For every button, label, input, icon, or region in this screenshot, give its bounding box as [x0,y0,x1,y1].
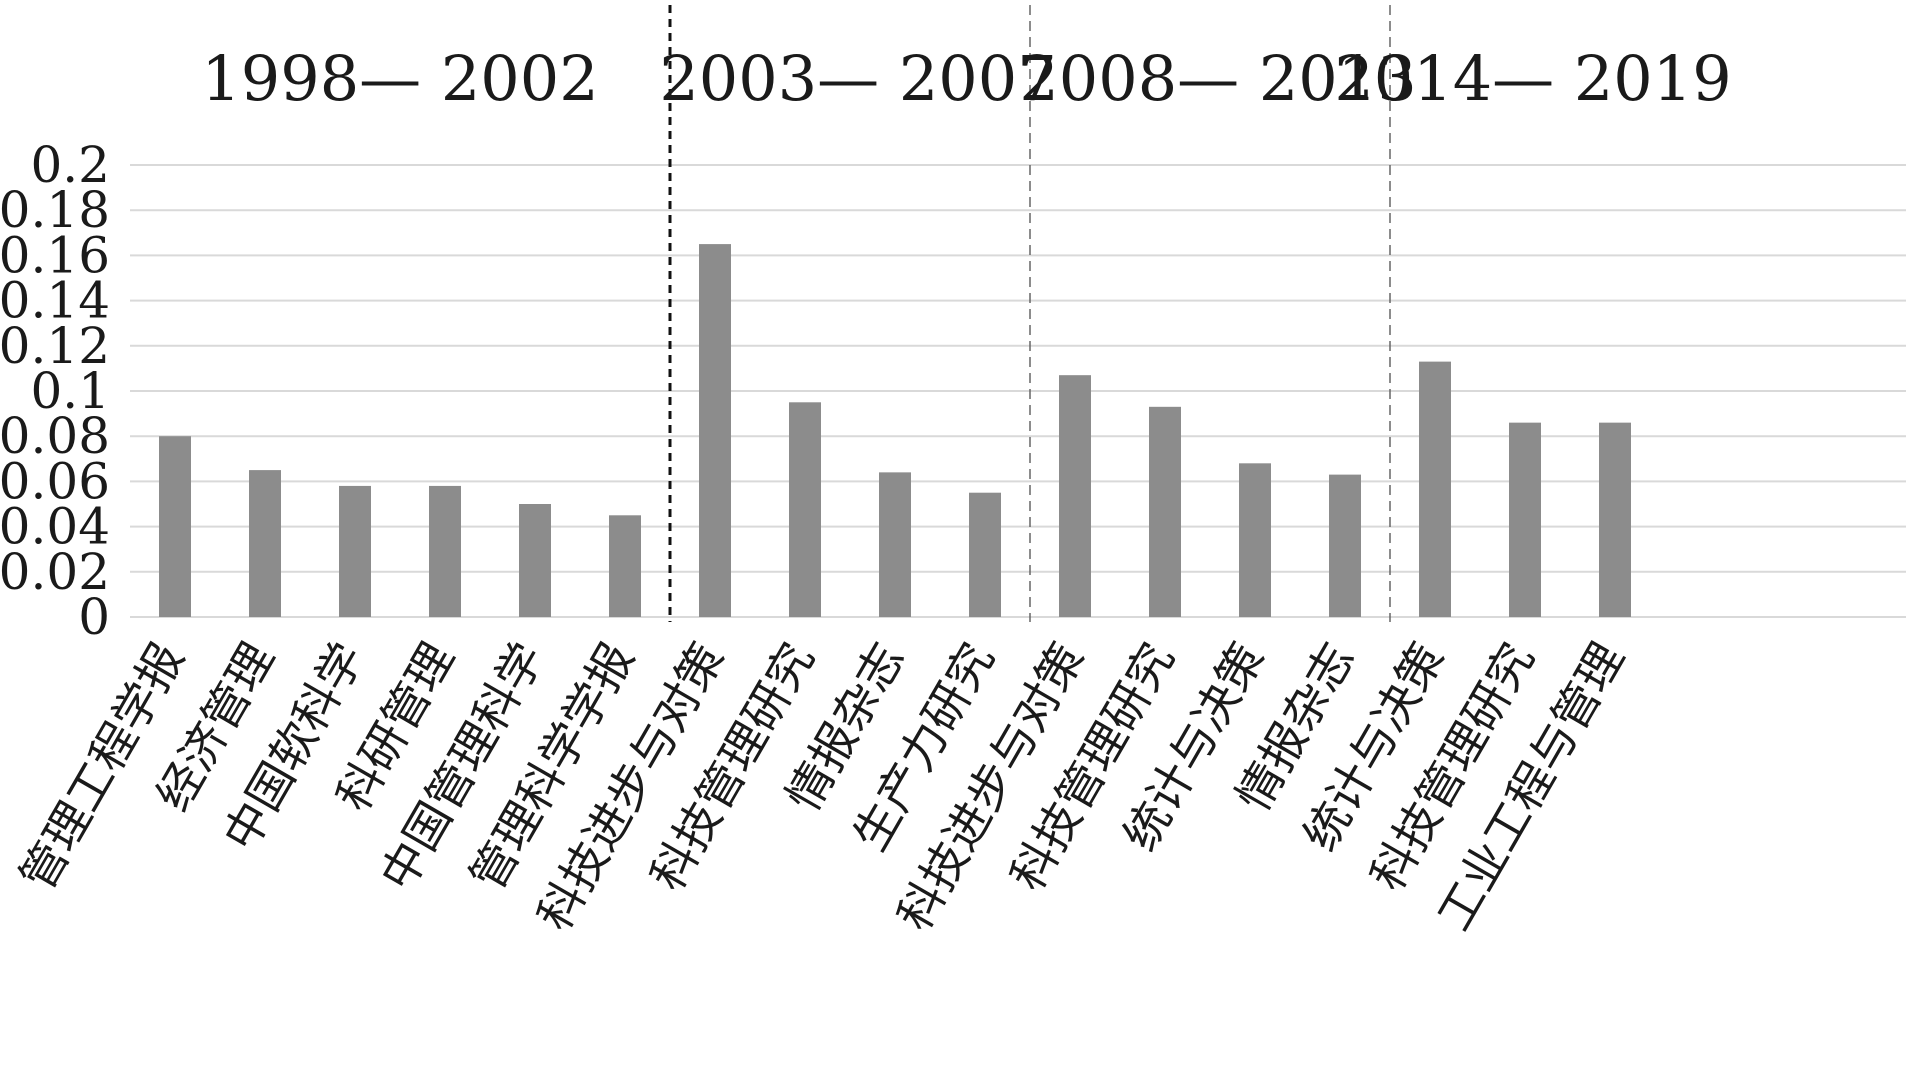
y-tick-label: 0.08 [0,407,110,465]
bar [699,244,731,617]
y-tick-label: 0.12 [0,317,110,375]
bar [1599,422,1631,617]
bar [1239,463,1271,617]
bar [969,492,1001,617]
bar [879,472,911,617]
y-axis-ticks: 00.020.040.060.080.10.120.140.160.180.2 [0,136,110,646]
y-tick-label: 0.18 [0,181,110,239]
category-labels: 管理工程学报经济管理中国软科学科研管理中国管理科学管理科学学报科技进步与对策科技… [10,634,1635,940]
bar [1059,375,1091,617]
period-label: 2014— 2019 [1334,42,1731,115]
y-tick-label: 0.04 [0,498,110,556]
bar [339,485,371,617]
bar [789,402,821,617]
bar [159,436,191,617]
y-tick-label: 0.06 [0,452,110,510]
y-tick-label: 0 [78,588,110,646]
bar [249,470,281,617]
bar [519,504,551,617]
bar [609,515,641,617]
y-tick-label: 0.16 [0,226,110,284]
bar [1329,474,1361,617]
period-label: 2003— 2007 [659,42,1056,115]
y-tick-label: 0.1 [30,362,110,420]
y-tick-label: 0.02 [0,543,110,601]
bar [1509,422,1541,617]
period-label: 1998— 2002 [201,42,598,115]
gridlines [130,164,1906,618]
period-dividers [668,5,1391,622]
y-tick-label: 0.2 [30,136,110,194]
bar [429,485,461,617]
bar [1419,361,1451,617]
bars [159,244,1631,617]
bar [1149,406,1181,617]
y-tick-label: 0.14 [0,272,110,330]
period-label: 2008— 2013 [1019,42,1416,115]
